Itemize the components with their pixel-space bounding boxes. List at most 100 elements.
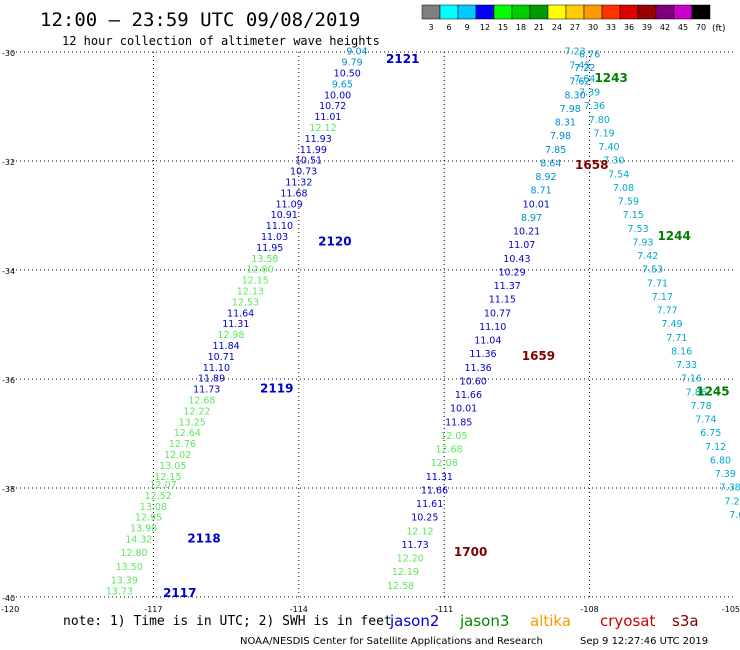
colorbar-swatch: [637, 4, 657, 20]
pass-time-label: 2117: [163, 586, 196, 600]
swh-value: 11.89: [198, 374, 225, 385]
swh-value: 12.08: [431, 458, 458, 469]
swh-value: 12.80: [246, 265, 273, 276]
swh-value: 10.25: [411, 513, 438, 524]
swh-value: 7.40: [598, 142, 619, 153]
legend-jason3: jason3: [459, 612, 509, 630]
colorbar-label: 21: [534, 23, 544, 32]
swh-value: 7.33: [676, 360, 697, 371]
swh-value: 13.98: [130, 524, 157, 535]
swh-value: 7.54: [608, 169, 629, 180]
swh-value: 11.10: [479, 322, 506, 333]
swh-value: 7.53: [627, 224, 648, 235]
swh-value: 10.60: [460, 376, 487, 387]
swh-value: 11.73: [193, 385, 220, 396]
swh-value: 10.01: [450, 404, 477, 415]
swh-value: 11.09: [276, 199, 303, 210]
colorbar-label: 30: [588, 23, 598, 32]
lon-tick-label: -105: [722, 605, 740, 614]
swh-value: 12.19: [392, 567, 419, 578]
lat-tick-label: -36: [2, 376, 15, 385]
swh-value: 11.64: [227, 308, 254, 319]
pass-time-label: 1700: [454, 545, 487, 559]
swh-value: 8.16: [671, 346, 692, 357]
swh-value: 7.08: [613, 183, 634, 194]
page-subtitle: 12 hour collection of altimeter wave hei…: [62, 34, 380, 48]
lon-tick-label: -117: [144, 605, 162, 614]
pass-time-label: 1243: [594, 71, 627, 85]
swh-value: 10.21: [513, 227, 540, 238]
pass-time-label: 1244: [657, 229, 690, 243]
colorbar-swatch: [511, 4, 531, 20]
swh-value: 7.98: [560, 104, 581, 115]
swh-value: 10.77: [484, 308, 511, 319]
swh-value: 8.30: [564, 90, 585, 101]
colorbar-label: 36: [624, 23, 634, 32]
swh-value: 7.23: [564, 47, 585, 58]
footer-timestamp: Sep 9 12:27:46 UTC 2019: [580, 636, 708, 647]
lat-tick-label: -38: [2, 485, 15, 494]
colorbar-label: 15: [498, 23, 508, 32]
swh-value: 6.75: [700, 428, 721, 439]
swh-value: 11.15: [489, 295, 516, 306]
colorbar-swatch: [439, 4, 459, 20]
colorbar-swatch: [601, 4, 621, 20]
swh-value: 11.95: [256, 243, 283, 254]
satellite-legend: jason2 jason3 altika cryosat s3a: [389, 612, 699, 630]
swh-value: 12.22: [183, 406, 210, 417]
page-title: 12:00 – 23:59 UTC 09/08/2019: [40, 9, 360, 31]
legend-s3a: s3a: [672, 612, 699, 630]
legend-altika: altika: [530, 612, 571, 630]
swh-value: 11.36: [469, 349, 496, 360]
swh-value: 11.93: [305, 134, 332, 145]
swh-value: 7.71: [666, 333, 687, 344]
swh-value: 12.20: [397, 554, 424, 565]
swh-value: 12.58: [387, 581, 414, 592]
swh-value: 11.37: [494, 281, 521, 292]
swh-value: 13.25: [179, 417, 206, 428]
colorbar-swatch: [457, 4, 477, 20]
swh-value: 10.43: [503, 254, 530, 265]
pass-time-label: 2120: [318, 234, 351, 248]
colorbar-label: 39: [642, 23, 652, 32]
colorbar-swatch: [655, 4, 675, 20]
swh-value: 7.78: [690, 401, 711, 412]
swh-value: 7.86: [686, 387, 707, 398]
swh-value: 7.49: [661, 319, 682, 330]
swh-value: 6.80: [710, 455, 731, 466]
swh-value: 9.65: [332, 79, 353, 90]
swh-value: 11.31: [222, 319, 249, 330]
swh-value: 7.39: [579, 88, 600, 99]
colorbar-label: 45: [678, 23, 688, 32]
colorbar-label: 3: [428, 23, 433, 32]
colorbar-label: 18: [516, 23, 526, 32]
swh-value: 6.76: [579, 49, 600, 60]
swh-value: 10.00: [324, 90, 351, 101]
swh-value: 10.73: [290, 167, 317, 178]
swh-value: 7.53: [642, 265, 663, 276]
swh-value: 7.93: [632, 237, 653, 248]
colorbar-label: 12: [480, 23, 490, 32]
swh-value: 13.39: [111, 575, 138, 586]
swh-value: 11.66: [421, 485, 448, 496]
colorbar-label: 6: [446, 23, 451, 32]
swh-value: 10.51: [295, 156, 322, 167]
swh-value: 12.12: [309, 123, 336, 134]
swh-value: 7.19: [594, 128, 615, 139]
pass-time-label: 1245: [696, 384, 729, 398]
swh-value: 10.50: [334, 69, 361, 80]
swh-value: 9.79: [342, 58, 363, 69]
pass-time-label: 2121: [386, 52, 419, 66]
swh-value: 7.36: [584, 101, 605, 112]
swh-value: 7.16: [681, 374, 702, 385]
legend-cryosat: cryosat: [600, 612, 655, 630]
swh-value: 12.15: [242, 276, 269, 287]
swh-value: 12.64: [174, 428, 201, 439]
swh-value: 7.42: [637, 251, 658, 262]
swh-value: 12.68: [188, 396, 215, 407]
swh-value: 12.80: [120, 548, 147, 559]
pass-time-label: 2118: [187, 532, 220, 546]
